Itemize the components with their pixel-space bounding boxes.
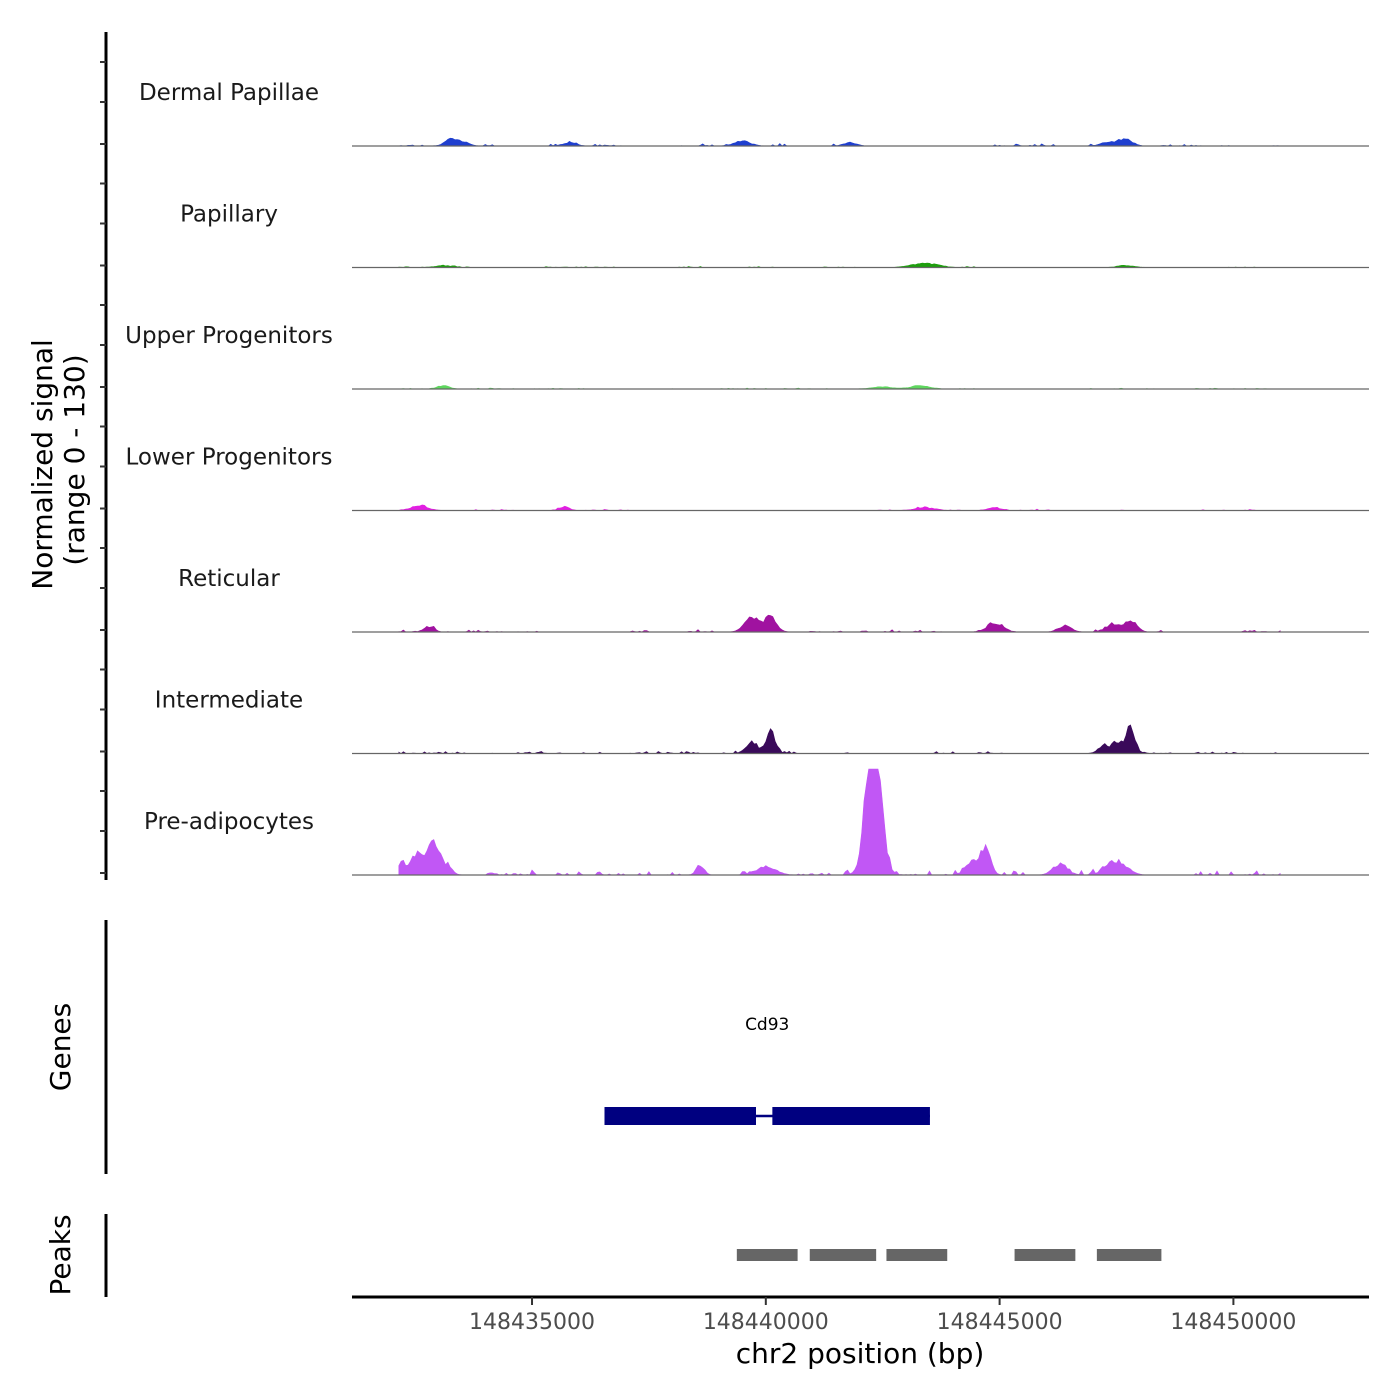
peak-region (1014, 1249, 1076, 1261)
gene-exon (772, 1107, 930, 1125)
track-label: Reticular (178, 566, 280, 592)
coverage-area (398, 614, 1281, 633)
peak-region (1096, 1249, 1162, 1261)
track-label: Intermediate (155, 688, 303, 714)
track-papillary: Papillary (180, 202, 1369, 269)
y-axis-title: Normalized signal (range 0 - 130) (26, 330, 91, 589)
peak-region (809, 1249, 877, 1261)
track-label: Dermal Papillae (139, 80, 319, 106)
track-label: Pre-adipocytes (144, 809, 314, 835)
coverage-area (398, 504, 1281, 511)
x-axis-title: chr2 position (bp) (736, 1337, 985, 1370)
track-lower-progenitors: Lower Progenitors (126, 445, 1369, 512)
track-dermal-papillae: Dermal Papillae (139, 80, 1369, 147)
peaks-panel-title: Peaks (44, 1214, 77, 1295)
track-intermediate: Intermediate (155, 688, 1369, 755)
coverage-area (398, 768, 1281, 876)
coverage-area (398, 137, 1281, 147)
track-reticular: Reticular (178, 566, 1369, 633)
gene-exon (604, 1107, 756, 1125)
peak-region (886, 1249, 948, 1261)
track-label: Upper Progenitors (125, 323, 333, 349)
y-axis-title-line1: Normalized signal (26, 339, 59, 590)
gene-cd93: Cd93 (604, 1015, 930, 1125)
track-pre-adipocytes: Pre-adipocytes (144, 768, 1369, 876)
genes-panel-title: Genes (44, 1003, 77, 1091)
x-tick-label: 148440000 (703, 1310, 829, 1335)
track-upper-progenitors: Upper Progenitors (125, 323, 1369, 390)
peak-region (736, 1249, 798, 1261)
peak-track (736, 1249, 1162, 1261)
coverage-area (398, 262, 1281, 268)
signal-axis-ticks (100, 61, 106, 874)
x-tick-label: 148435000 (469, 1310, 595, 1335)
x-tick-label: 148450000 (1170, 1310, 1296, 1335)
x-axis-ticks: 148435000 148440000 148445000 148450000 (469, 1297, 1296, 1335)
gene-track: Cd93 (604, 1015, 930, 1125)
track-label: Lower Progenitors (126, 445, 333, 471)
signal-tracks: Dermal Papillae Papillary Upper Progenitor… (125, 80, 1369, 876)
x-tick-label: 148445000 (937, 1310, 1063, 1335)
y-axis-title-line2: (range 0 - 130) (58, 354, 91, 565)
track-label: Papillary (180, 202, 278, 228)
gene-label: Cd93 (745, 1015, 789, 1035)
coverage-area (398, 724, 1281, 754)
